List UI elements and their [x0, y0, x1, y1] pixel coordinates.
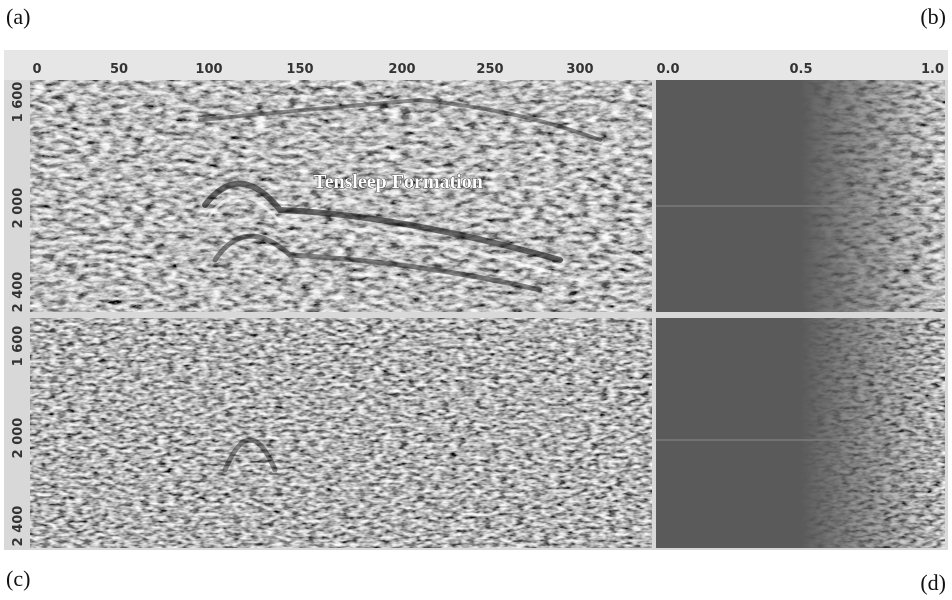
x-tick-label: 0.5 — [789, 62, 812, 77]
x-tick-label: 300 — [566, 62, 593, 77]
x-tick-label: 250 — [476, 62, 503, 77]
x-tick-label: 0 — [32, 62, 41, 77]
y-tick-label: 2 000 — [11, 188, 26, 229]
panel-d — [656, 318, 945, 548]
panel-label: (d) — [920, 570, 946, 595]
x-tick-label: 50 — [110, 62, 128, 77]
panel-label: (c) — [6, 566, 30, 591]
x-tick-label: 150 — [286, 62, 313, 77]
x-tick-label: 1.0 — [921, 62, 944, 77]
panel-label: (b) — [920, 4, 946, 29]
x-tick-label: 200 — [388, 62, 415, 77]
x-tick-label: 0.0 — [656, 62, 679, 77]
panel-label: (a) — [6, 4, 30, 29]
y-tick-label: 1 600 — [11, 326, 26, 367]
seismic-panel-c — [30, 318, 652, 548]
y-tick-label: 1 600 — [11, 82, 26, 123]
y-tick-label: 2 000 — [11, 418, 26, 459]
x-tick-label: 100 — [195, 62, 222, 77]
panel-b — [656, 80, 945, 312]
seismic-panel-a — [30, 80, 652, 312]
y-tick-label: 2 400 — [11, 272, 26, 313]
page: {"panel_labels": ["(a)", "(b)", "(c)", "… — [0, 0, 952, 600]
annotation: Tensleep Formation — [313, 171, 483, 193]
y-tick-label: 2 400 — [11, 506, 26, 547]
figure: Tensleep Formation (a) (b) (c) (d) 0 50 100 150… — [0, 0, 952, 600]
